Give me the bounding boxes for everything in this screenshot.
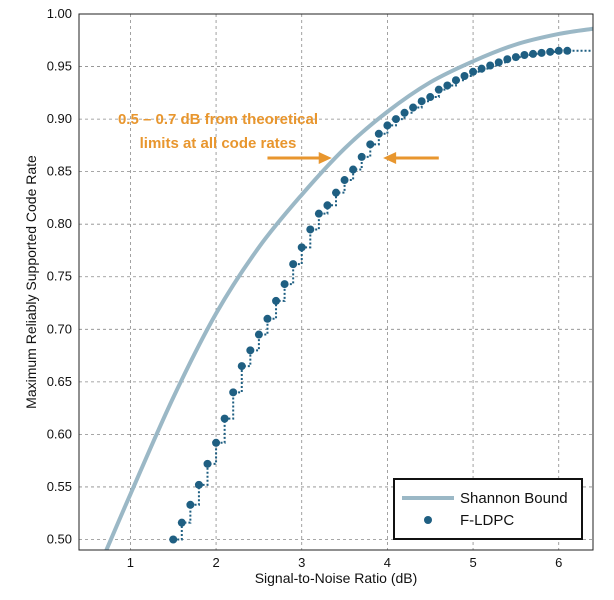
y-tick-label-5: 0.75 bbox=[47, 269, 72, 284]
f-ldpc-point-8 bbox=[237, 362, 246, 371]
x-axis-title: Signal-to-Noise Ratio (dB) bbox=[255, 570, 418, 586]
legend: Shannon Bound F-LDPC bbox=[393, 478, 583, 540]
annotation-line-2: limits at all code rates bbox=[140, 135, 297, 152]
legend-fldpc-swatch bbox=[424, 516, 432, 524]
f-ldpc-point-38 bbox=[494, 58, 503, 67]
f-ldpc-point-22 bbox=[357, 152, 366, 161]
legend-shannon-label: Shannon Bound bbox=[460, 490, 568, 507]
f-ldpc-point-40 bbox=[511, 53, 520, 62]
legend-box bbox=[393, 478, 583, 540]
f-ldpc-point-14 bbox=[289, 260, 298, 269]
series-layer bbox=[104, 26, 593, 550]
f-ldpc-point-1 bbox=[177, 518, 186, 527]
x-tick-label-0: 1 bbox=[127, 555, 134, 570]
legend-fldpc-label: F-LDPC bbox=[460, 512, 514, 529]
f-ldpc-point-44 bbox=[546, 47, 555, 56]
y-tick-label-6: 0.80 bbox=[47, 216, 72, 231]
f-ldpc-point-41 bbox=[520, 50, 529, 59]
f-ldpc-point-18 bbox=[323, 201, 332, 210]
f-ldpc-point-35 bbox=[469, 67, 478, 76]
f-ldpc-point-36 bbox=[477, 64, 486, 73]
f-ldpc-point-25 bbox=[383, 121, 392, 130]
annotation-arrow-head-1 bbox=[383, 151, 397, 164]
f-ldpc-point-6 bbox=[220, 414, 229, 423]
f-ldpc-point-31 bbox=[434, 85, 443, 94]
f-ldpc-point-43 bbox=[537, 48, 546, 57]
f-ldpc-point-23 bbox=[366, 140, 375, 149]
f-ldpc-point-29 bbox=[417, 97, 426, 106]
x-tick-label-2: 3 bbox=[298, 555, 305, 570]
x-tick-label-1: 2 bbox=[212, 555, 219, 570]
y-tick-label-1: 0.55 bbox=[47, 479, 72, 494]
f-ldpc-point-20 bbox=[340, 176, 349, 185]
y-tick-label-7: 0.85 bbox=[47, 164, 72, 179]
f-ldpc-point-4 bbox=[203, 459, 212, 468]
f-ldpc-point-39 bbox=[503, 55, 512, 64]
f-ldpc-point-15 bbox=[297, 243, 306, 252]
annotation-arrow-head-0 bbox=[318, 151, 332, 164]
y-tick-label-10: 1.00 bbox=[47, 6, 72, 21]
f-ldpc-point-12 bbox=[272, 296, 281, 305]
series-shannon-bound-line bbox=[104, 26, 593, 550]
f-ldpc-point-3 bbox=[194, 480, 203, 489]
x-tick-label-5: 6 bbox=[555, 555, 562, 570]
f-ldpc-point-13 bbox=[280, 280, 289, 289]
f-ldpc-point-5 bbox=[212, 438, 221, 447]
f-ldpc-point-26 bbox=[391, 115, 400, 124]
f-ldpc-point-24 bbox=[374, 129, 383, 138]
y-tick-label-4: 0.70 bbox=[47, 321, 72, 336]
f-ldpc-point-37 bbox=[486, 61, 495, 70]
f-ldpc-point-34 bbox=[460, 72, 469, 81]
f-ldpc-point-2 bbox=[186, 500, 195, 509]
f-ldpc-point-17 bbox=[314, 209, 323, 218]
f-ldpc-point-30 bbox=[426, 93, 435, 102]
f-ldpc-point-42 bbox=[529, 49, 538, 58]
f-ldpc-point-46 bbox=[563, 46, 572, 55]
y-tick-label-9: 0.95 bbox=[47, 59, 72, 74]
y-tick-label-2: 0.60 bbox=[47, 426, 72, 441]
f-ldpc-point-16 bbox=[306, 225, 315, 234]
x-tick-label-3: 4 bbox=[384, 555, 391, 570]
f-ldpc-point-45 bbox=[554, 46, 563, 55]
y-tick-label-3: 0.65 bbox=[47, 374, 72, 389]
f-ldpc-point-33 bbox=[451, 76, 460, 85]
f-ldpc-point-9 bbox=[246, 346, 255, 355]
f-ldpc-point-28 bbox=[409, 103, 418, 112]
y-tick-label-0: 0.50 bbox=[47, 531, 72, 546]
f-ldpc-point-27 bbox=[400, 108, 409, 117]
f-ldpc-point-0 bbox=[169, 535, 178, 544]
x-tick-label-4: 5 bbox=[469, 555, 476, 570]
plot-background bbox=[79, 14, 593, 550]
y-axis-title: Maximum Reliably Supported Code Rate bbox=[23, 155, 39, 409]
f-ldpc-point-21 bbox=[349, 165, 358, 174]
plot-frame bbox=[78, 13, 594, 551]
y-tick-label-8: 0.90 bbox=[47, 111, 72, 126]
annotation-line-1: 0.5 – 0.7 dB from theoretical bbox=[118, 111, 318, 128]
f-ldpc-point-32 bbox=[443, 81, 452, 90]
f-ldpc-point-19 bbox=[332, 188, 340, 197]
axis-ticks: 1 2 3 4 5 6 0.50 0.55 0.60 0.65 0.70 0.75 0.80 0.85 0.… bbox=[47, 6, 563, 570]
f-ldpc-point-11 bbox=[263, 314, 272, 323]
annotation-group: 0.5 – 0.7 dB from theoretical limits at … bbox=[118, 111, 439, 164]
f-ldpc-point-10 bbox=[254, 330, 263, 339]
f-ldpc-point-7 bbox=[229, 388, 238, 397]
